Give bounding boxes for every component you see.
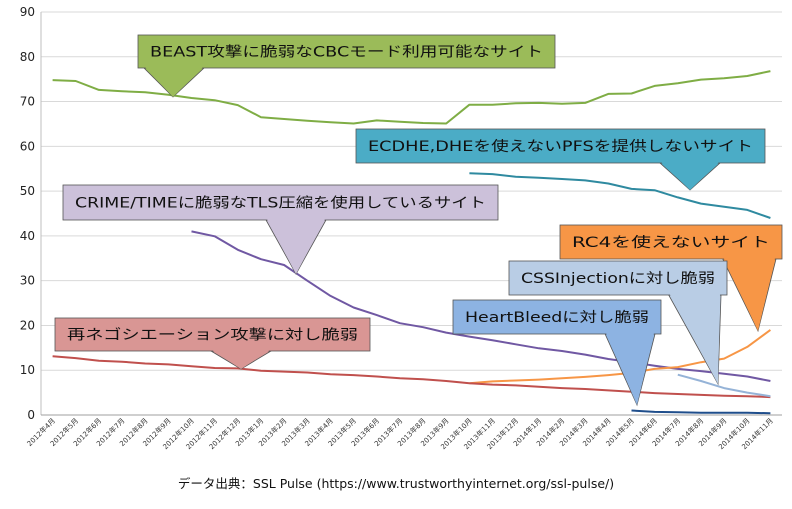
y-tick-label: 60: [20, 139, 35, 153]
callout-label: BEAST攻撃に脆弱なCBCモード利用可能なサイト: [150, 44, 543, 61]
y-tick-label: 10: [20, 363, 35, 377]
callout-box: [508, 260, 728, 296]
callout-pointer-fill: [145, 67, 203, 97]
callout-pointer-fill: [212, 350, 270, 369]
callouts: BEAST攻撃に脆弱なCBCモード利用可能なサイト ECDHE,DHEを使えないP…: [54, 34, 783, 407]
callout-label: ECDHE,DHEを使えないPFSを提供しないサイト: [368, 138, 753, 155]
series-line: [469, 172, 771, 219]
callout-label: CRIME/TIMEに脆弱なTLS圧縮を使用しているサイト: [75, 195, 486, 212]
callout-pointer-fill: [661, 162, 719, 190]
series-line: [677, 373, 771, 398]
data-source: データ出典：SSL Pulse (https://www.trustworthy…: [178, 476, 614, 491]
callout-box: [559, 224, 783, 260]
callout-label: HeartBleedに対し脆弱: [465, 309, 649, 326]
series-line: [631, 409, 771, 415]
y-tick-label: 90: [20, 5, 35, 19]
y-tick-label: 0: [27, 408, 35, 422]
y-tick-label: 80: [20, 50, 35, 64]
y-tick-label: 70: [20, 95, 35, 109]
callout-label: 再ネゴシエーション攻撃に対し脆弱: [67, 327, 358, 344]
y-axis: 0 10 20 30 40 50 60 70 80 90: [20, 5, 35, 422]
callout-label: RC4を使えないサイト: [572, 234, 770, 251]
y-tick-label: 30: [20, 274, 35, 288]
callout-label: CSSInjectionに対し脆弱: [521, 270, 715, 287]
y-tick-label: 40: [20, 229, 35, 243]
callout-box: [452, 299, 662, 335]
callout-pointer-fill: [669, 294, 720, 384]
callout-pointer-fill: [723, 258, 775, 331]
series-line: [52, 355, 771, 399]
y-tick-label: 20: [20, 318, 35, 332]
callout-box: [355, 128, 766, 164]
callout-box: [137, 34, 556, 69]
y-tick-label: 50: [20, 184, 35, 198]
callout-box: [54, 317, 371, 352]
x-axis: 2012年4月2012年5月2012年6月2012年7月2012年8月2012年…: [25, 416, 775, 451]
callout-pointer-fill: [267, 219, 325, 274]
series-line: [469, 329, 771, 385]
callout-box: [62, 184, 499, 221]
callout-pointer-fill: [606, 333, 654, 405]
